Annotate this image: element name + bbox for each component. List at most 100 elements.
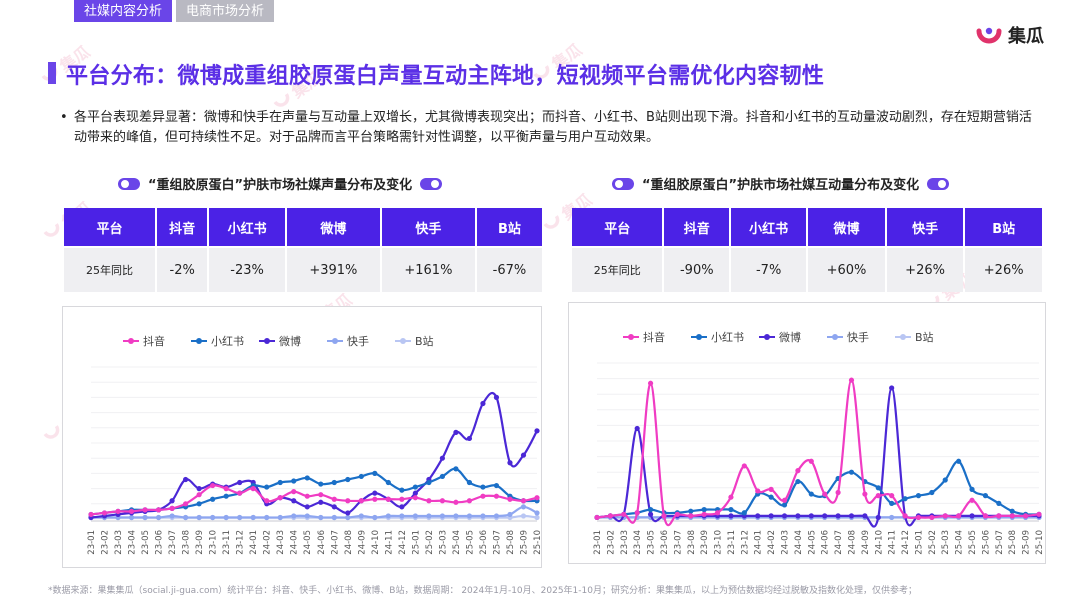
data-point	[848, 469, 855, 475]
x-tick-label: 24-01	[249, 530, 259, 555]
table-header: 微博	[808, 208, 885, 246]
data-point	[507, 496, 513, 502]
data-point	[741, 463, 747, 469]
legend-item[interactable]: 快手	[327, 334, 369, 348]
data-point	[318, 514, 324, 521]
data-point	[237, 490, 243, 496]
x-tick-label: 25-08	[1008, 530, 1018, 555]
data-point	[688, 513, 694, 519]
data-point	[996, 513, 1002, 519]
toggle-icon	[420, 177, 443, 190]
data-point	[480, 484, 486, 490]
data-point	[399, 496, 405, 502]
legend-label: 快手	[347, 334, 369, 348]
table-cell: +161%	[381, 246, 475, 292]
data-point	[223, 486, 229, 492]
data-point	[714, 510, 721, 516]
left-chart-heading: “重组胶原蛋白”护肤市场社媒声量分布及变化	[118, 174, 443, 193]
data-point	[701, 511, 707, 517]
x-tick-label: 23-10	[209, 530, 219, 555]
data-point	[915, 514, 922, 521]
legend-label: 小红书	[711, 331, 744, 344]
data-point	[412, 513, 418, 519]
series-line	[90, 392, 538, 519]
legend-item[interactable]: 抖音	[623, 330, 665, 344]
left-yoy-table: 平台 抖音 小红书 微博 快手 B站 25年同比 -2% -23% +391% …	[62, 208, 544, 292]
data-point	[688, 508, 694, 514]
x-tick-label: 24-03	[781, 530, 791, 555]
data-point	[507, 511, 513, 518]
x-tick-label: 24-11	[384, 530, 394, 555]
data-point	[277, 514, 283, 521]
data-point	[358, 513, 364, 519]
legend-marker	[264, 338, 270, 344]
data-point	[264, 484, 270, 490]
data-point	[534, 510, 540, 516]
data-point	[250, 514, 256, 521]
right-heading-text: “重组胶原蛋白”护肤市场社媒互动量分布及变化	[642, 178, 920, 193]
legend-item[interactable]: 抖音	[123, 334, 165, 348]
legend-marker	[628, 334, 634, 340]
data-point	[634, 510, 640, 516]
data-point	[439, 513, 445, 519]
data-point	[453, 429, 459, 435]
data-point	[835, 513, 841, 519]
data-point	[768, 486, 774, 492]
legend-item[interactable]: 微博	[259, 334, 301, 348]
x-tick-label: 24-05	[807, 530, 817, 555]
data-point	[412, 495, 418, 501]
data-point	[169, 513, 175, 519]
data-point	[1036, 511, 1042, 517]
data-point	[594, 514, 600, 521]
data-point	[399, 513, 405, 519]
legend-label: B站	[415, 334, 434, 348]
x-tick-label: 24-04	[794, 530, 804, 555]
data-point	[1023, 513, 1029, 519]
legend-item[interactable]: B站	[895, 330, 934, 344]
data-point	[647, 507, 654, 513]
data-point	[875, 493, 881, 499]
legend-item[interactable]: 小红书	[691, 331, 744, 344]
x-tick-label: 24-05	[303, 530, 313, 555]
brand-logo: 集瓜	[976, 22, 1044, 48]
legend-item[interactable]: 小红书	[191, 335, 244, 348]
table-cell: -7%	[731, 246, 807, 292]
data-point	[385, 496, 391, 502]
data-point	[155, 507, 162, 513]
legend-item[interactable]: 快手	[827, 330, 869, 344]
legend-item[interactable]: 微博	[759, 330, 801, 344]
tab-ecommerce-market[interactable]: 电商市场分析	[176, 0, 275, 22]
data-point	[169, 505, 175, 511]
data-point	[385, 513, 391, 519]
table-cell: -23%	[209, 246, 285, 292]
data-point	[196, 501, 202, 507]
data-point	[318, 492, 324, 498]
x-tick-label: 23-07	[673, 530, 683, 555]
data-point	[942, 513, 948, 519]
data-point	[493, 513, 500, 519]
data-point	[520, 498, 527, 504]
x-tick-label: 23-02	[606, 530, 616, 555]
legend-marker	[400, 338, 406, 344]
footnote: *数据来源：果集集瓜（social.ji-gua.com）统计平台：抖音、快手、…	[48, 586, 917, 596]
data-point	[183, 501, 189, 507]
data-point	[345, 514, 351, 521]
table-cell: -2%	[156, 246, 208, 292]
x-tick-label: 24-10	[371, 530, 381, 555]
tab-social-content[interactable]: 社媒内容分析	[74, 0, 173, 22]
x-tick-label: 25-03	[941, 530, 951, 555]
legend-item[interactable]: B站	[395, 334, 434, 348]
data-point	[822, 513, 828, 519]
data-point	[795, 513, 801, 519]
data-point	[969, 513, 975, 519]
x-tick-label: 24-10	[874, 530, 884, 555]
data-point	[345, 476, 351, 483]
table-header: B站	[476, 208, 542, 246]
series-line	[596, 460, 1040, 519]
x-tick-label: 23-08	[182, 530, 192, 555]
x-tick-label: 24-04	[290, 530, 300, 555]
x-tick-label: 23-06	[155, 530, 165, 555]
table-header: B站	[965, 208, 1042, 246]
data-point	[466, 498, 473, 504]
data-point	[196, 486, 202, 492]
